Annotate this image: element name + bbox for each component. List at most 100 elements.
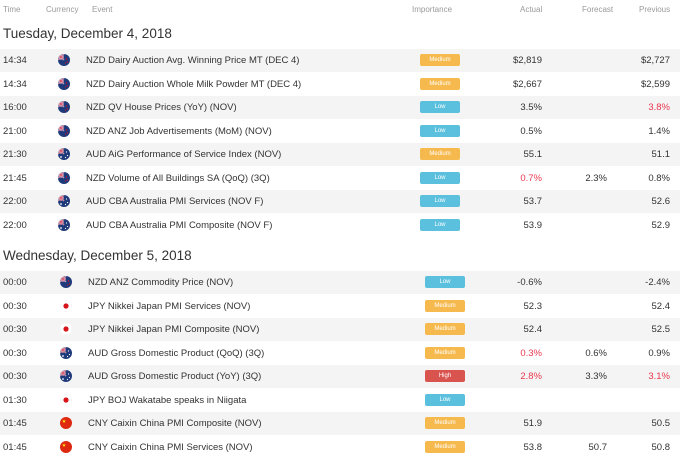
importance-badge: Low [420, 218, 460, 231]
event-name[interactable]: AUD AiG Performance of Service Index (NO… [86, 149, 282, 160]
actual-value: $2,819 [512, 55, 542, 66]
table-row[interactable]: 00:30 AUD Gross Domestic Product (YoY) (3… [0, 365, 680, 388]
importance-badge: Medium [420, 54, 460, 66]
event-time: 01:45 [3, 441, 27, 453]
au-flag-icon [58, 195, 70, 207]
event-time: 00:30 [3, 324, 27, 335]
table-row[interactable]: 22:00 AUD CBA Australia PMI Composite (NO… [0, 214, 680, 237]
event-name[interactable]: CNY Caixin China PMI Services (NOV) [88, 441, 253, 453]
day-heading: Tuesday, December 4, 2018 [0, 26, 680, 46]
previous-value: 52.9 [651, 219, 671, 231]
table-row[interactable]: 01:45 CNY Caixin China PMI Services (NOV)… [0, 436, 680, 459]
nz-flag-icon [58, 77, 70, 90]
table-row[interactable]: 00:30 AUD Gross Domestic Product (QoQ) (3… [0, 342, 680, 365]
table-row[interactable]: 21:30 AUD AiG Performance of Service Inde… [0, 143, 680, 166]
day-title: Wednesday, December 5, 2018 [3, 248, 192, 263]
importance-badge: Medium [425, 417, 465, 429]
event-time: 22:00 [3, 219, 27, 231]
table-row[interactable]: 21:00 NZD ANZ Job Advertisements (MoM) (N… [0, 120, 680, 143]
header-time: Time [3, 5, 21, 14]
cn-flag-icon [60, 440, 72, 453]
table-row[interactable]: 00:30 JPY Nikkei Japan PMI Services (NOV)… [0, 295, 680, 318]
event-time: 21:45 [3, 172, 27, 184]
event-time: 01:30 [3, 394, 27, 406]
event-name[interactable]: NZD Dairy Auction Avg. Winning Price MT … [86, 55, 300, 66]
importance-badge: Low [425, 276, 465, 288]
event-name[interactable]: CNY Caixin China PMI Composite (NOV) [88, 418, 262, 429]
actual-value: 0.3% [520, 347, 542, 359]
event-name[interactable]: AUD Gross Domestic Product (YoY) (3Q) [88, 371, 262, 382]
jp-flag-icon [60, 323, 72, 335]
jp-flag-icon [60, 393, 72, 406]
importance-badge: Low [420, 171, 460, 184]
importance-badge: Low [420, 195, 460, 207]
importance-badge: Medium [420, 148, 460, 160]
day-title: Tuesday, December 4, 2018 [3, 26, 172, 41]
table-row[interactable]: 14:34 NZD Dairy Auction Whole Milk Powder… [0, 73, 680, 96]
importance-badge: Medium [425, 323, 465, 335]
importance-badge: Medium [425, 346, 465, 359]
previous-value: 3.1% [648, 371, 670, 382]
actual-value: 0.7% [520, 172, 542, 184]
forecast-value: 0.6% [585, 347, 607, 359]
table-row[interactable]: 21:45 NZD Volume of All Buildings SA (QoQ… [0, 167, 680, 190]
importance-badge: Low [420, 124, 460, 137]
event-name[interactable]: JPY BOJ Wakatabe speaks in Niigata [88, 394, 247, 406]
importance-badge: Medium [425, 299, 465, 312]
header-event: Event [92, 5, 113, 14]
importance-badge: Low [425, 393, 465, 406]
event-name[interactable]: AUD CBA Australia PMI Composite (NOV F) [86, 219, 273, 231]
table-row[interactable]: 01:30 JPY BOJ Wakatabe speaks in Niigata L… [0, 389, 680, 412]
event-time: 22:00 [3, 196, 27, 207]
event-name[interactable]: AUD Gross Domestic Product (QoQ) (3Q) [88, 347, 265, 359]
actual-value: 53.9 [523, 219, 543, 231]
event-name[interactable]: NZD QV House Prices (YoY) (NOV) [86, 102, 237, 113]
header-previous: Previous [639, 5, 671, 14]
table-row[interactable]: 16:00 NZD QV House Prices (YoY) (NOV) Low 3… [0, 96, 680, 119]
forecast-value: 50.7 [588, 441, 608, 453]
previous-value: 3.8% [648, 102, 670, 113]
event-name[interactable]: AUD CBA Australia PMI Services (NOV F) [86, 196, 264, 207]
previous-value: 52.5 [651, 324, 671, 335]
event-name[interactable]: JPY Nikkei Japan PMI Services (NOV) [88, 300, 251, 312]
actual-value: 53.8 [523, 441, 543, 453]
event-time: 00:00 [3, 277, 27, 288]
au-flag-icon [60, 346, 72, 359]
event-time: 14:34 [3, 78, 27, 90]
nz-flag-icon [58, 54, 70, 66]
event-time: 16:00 [3, 102, 27, 113]
table-row[interactable]: 01:45 CNY Caixin China PMI Composite (NOV… [0, 412, 680, 435]
event-time: 00:30 [3, 300, 27, 312]
event-name[interactable]: NZD Volume of All Buildings SA (QoQ) (3Q… [86, 172, 270, 184]
event-name[interactable]: JPY Nikkei Japan PMI Composite (NOV) [88, 324, 260, 335]
previous-value: 52.6 [651, 196, 671, 207]
table-header: Time Currency Event Importance Actual Fo… [0, 0, 680, 20]
table-row[interactable]: 00:30 JPY Nikkei Japan PMI Composite (NOV… [0, 318, 680, 341]
nz-flag-icon [60, 276, 72, 288]
table-row[interactable]: 22:00 AUD CBA Australia PMI Services (NOV… [0, 190, 680, 213]
actual-value: 2.8% [520, 371, 542, 382]
event-name[interactable]: NZD ANZ Job Advertisements (MoM) (NOV) [86, 125, 272, 137]
actual-value: $2,667 [512, 78, 542, 90]
table-row[interactable]: 00:00 NZD ANZ Commodity Price (NOV) Low -0.… [0, 271, 680, 294]
previous-value: $2,727 [640, 55, 670, 66]
previous-value: 0.8% [648, 172, 670, 184]
previous-value: 52.4 [651, 300, 671, 312]
event-name[interactable]: NZD ANZ Commodity Price (NOV) [88, 277, 234, 288]
au-flag-icon [60, 370, 72, 382]
event-time: 00:30 [3, 347, 27, 359]
header-importance: Importance [412, 5, 453, 14]
actual-value: 52.3 [523, 300, 543, 312]
event-time: 21:00 [3, 125, 27, 137]
actual-value: -0.6% [517, 277, 542, 288]
previous-value: 1.4% [648, 125, 670, 137]
au-flag-icon [58, 218, 70, 231]
jp-flag-icon [60, 299, 72, 312]
table-row[interactable]: 14:34 NZD Dairy Auction Avg. Winning Pric… [0, 49, 680, 72]
au-flag-icon [58, 148, 70, 160]
event-name[interactable]: NZD Dairy Auction Whole Milk Powder MT (… [86, 78, 302, 90]
nz-flag-icon [58, 124, 70, 137]
header-currency: Currency [46, 5, 79, 14]
header-forecast: Forecast [582, 5, 614, 14]
actual-value: 52.4 [523, 324, 543, 335]
